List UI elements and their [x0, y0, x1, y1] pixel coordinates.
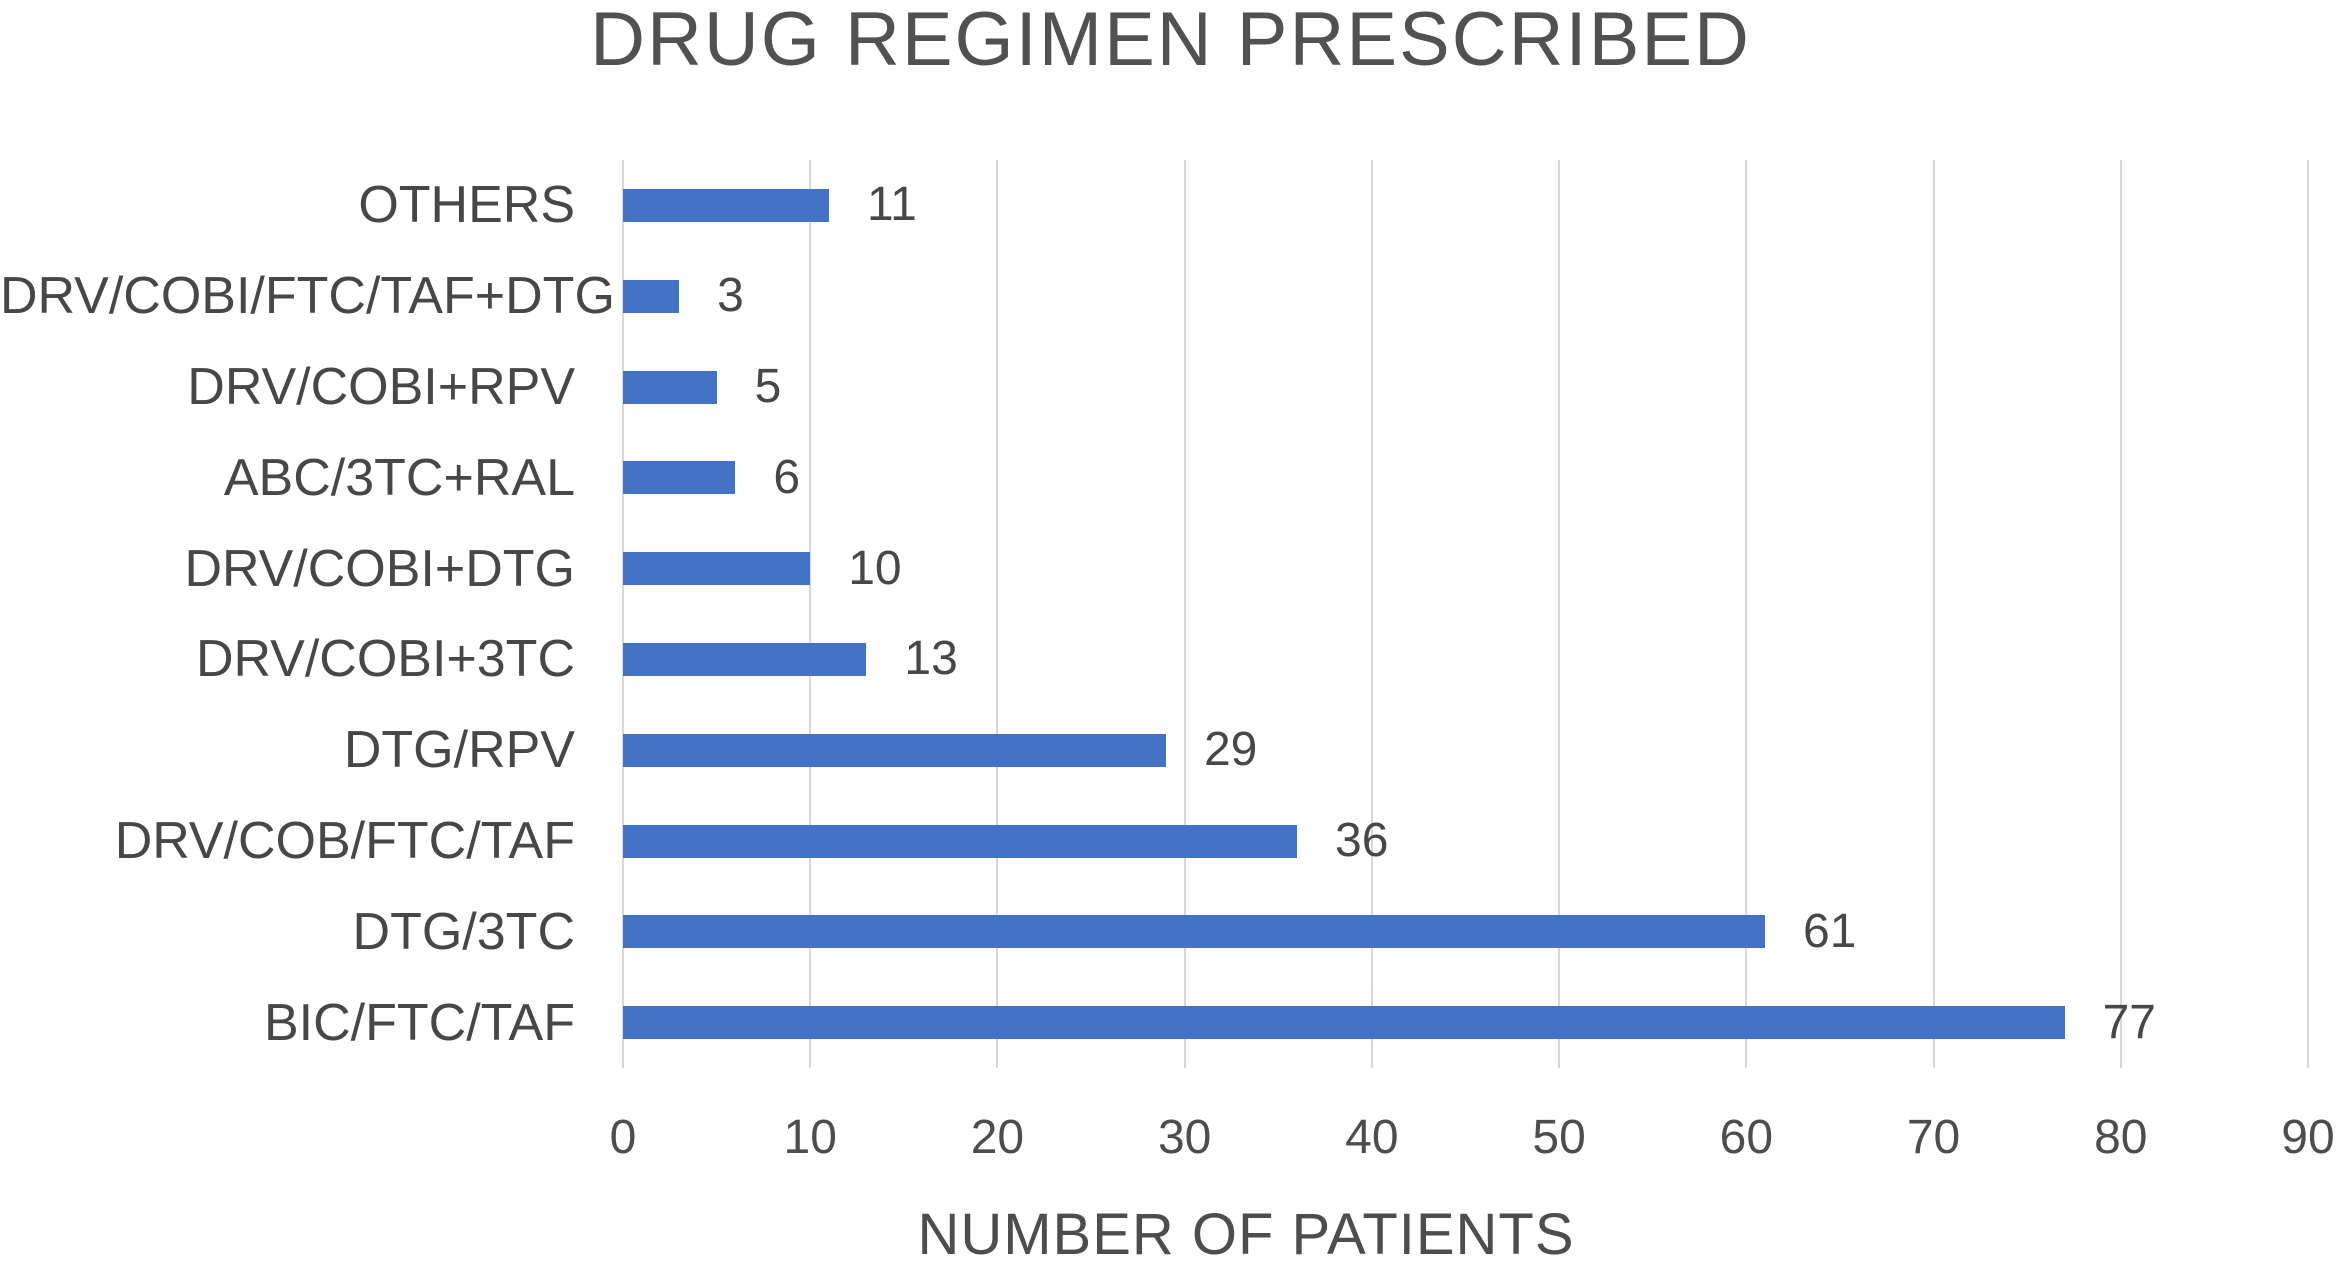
- x-axis-title: NUMBER OF PATIENTS: [917, 1202, 1575, 1267]
- gridline: [1932, 160, 1935, 1068]
- x-tick-label: 60: [1719, 1111, 1774, 1164]
- category-label: DRV/COBI+RPV: [187, 358, 575, 416]
- gridline: [809, 160, 812, 1068]
- x-tick-label: 70: [1906, 1111, 1961, 1164]
- x-tick-label: 50: [1532, 1111, 1586, 1164]
- value-label: 6: [773, 450, 801, 504]
- gridline: [2307, 160, 2309, 1068]
- gridline: [1183, 160, 1186, 1068]
- value-label: 10: [848, 541, 902, 595]
- value-label: 77: [2102, 995, 2156, 1049]
- bar: [623, 915, 1766, 949]
- plot-area: 11 3 5 6 10 13 29 36 61 77: [622, 160, 2309, 1068]
- gridline: [2119, 160, 2122, 1068]
- bar: [623, 188, 829, 222]
- bar: [623, 552, 811, 586]
- bar: [623, 824, 1297, 858]
- bar: [623, 1006, 2065, 1040]
- category-label: DTG/3TC: [352, 902, 575, 961]
- gridline: [1745, 160, 1748, 1068]
- bar: [623, 733, 1166, 767]
- value-label: 5: [754, 360, 782, 413]
- x-tick-label: 90: [2281, 1111, 2335, 1164]
- chart-title: DRUG REGIMEN PRESCRIBED: [590, 0, 1751, 82]
- value-label: 29: [1203, 723, 1258, 777]
- value-label: 13: [904, 632, 958, 686]
- value-label: 11: [866, 178, 917, 232]
- gridline: [1558, 160, 1561, 1068]
- category-label: DRV/COBI+3TC: [195, 630, 575, 689]
- category-label: BIC/FTC/TAF: [263, 993, 575, 1052]
- bar: [623, 461, 736, 495]
- value-label: 36: [1335, 814, 1389, 867]
- x-tick-label: 30: [1157, 1111, 1212, 1164]
- value-label: 3: [717, 269, 744, 323]
- category-label: DRV/COBI/FTC/TAF+DTG: [0, 267, 615, 326]
- bar: [623, 370, 717, 404]
- category-label: OTHERS: [358, 176, 575, 235]
- x-tick-label: 80: [2094, 1111, 2148, 1164]
- x-tick-label: 0: [609, 1111, 637, 1164]
- x-tick-label: 10: [783, 1111, 837, 1164]
- gridline: [996, 160, 999, 1068]
- bar: [623, 642, 867, 676]
- x-tick-label: 20: [970, 1111, 1025, 1164]
- category-label: ABC/3TC+RAL: [223, 448, 575, 507]
- category-label: DRV/COB/FTC/TAF: [114, 812, 575, 870]
- gridline: [622, 160, 624, 1068]
- bar: [623, 279, 680, 313]
- category-label: DRV/COBI+DTG: [184, 539, 575, 598]
- category-label: DTG/RPV: [343, 721, 575, 780]
- x-tick-label: 40: [1345, 1111, 1399, 1164]
- value-label: 61: [1803, 904, 1857, 958]
- gridline: [1370, 160, 1373, 1068]
